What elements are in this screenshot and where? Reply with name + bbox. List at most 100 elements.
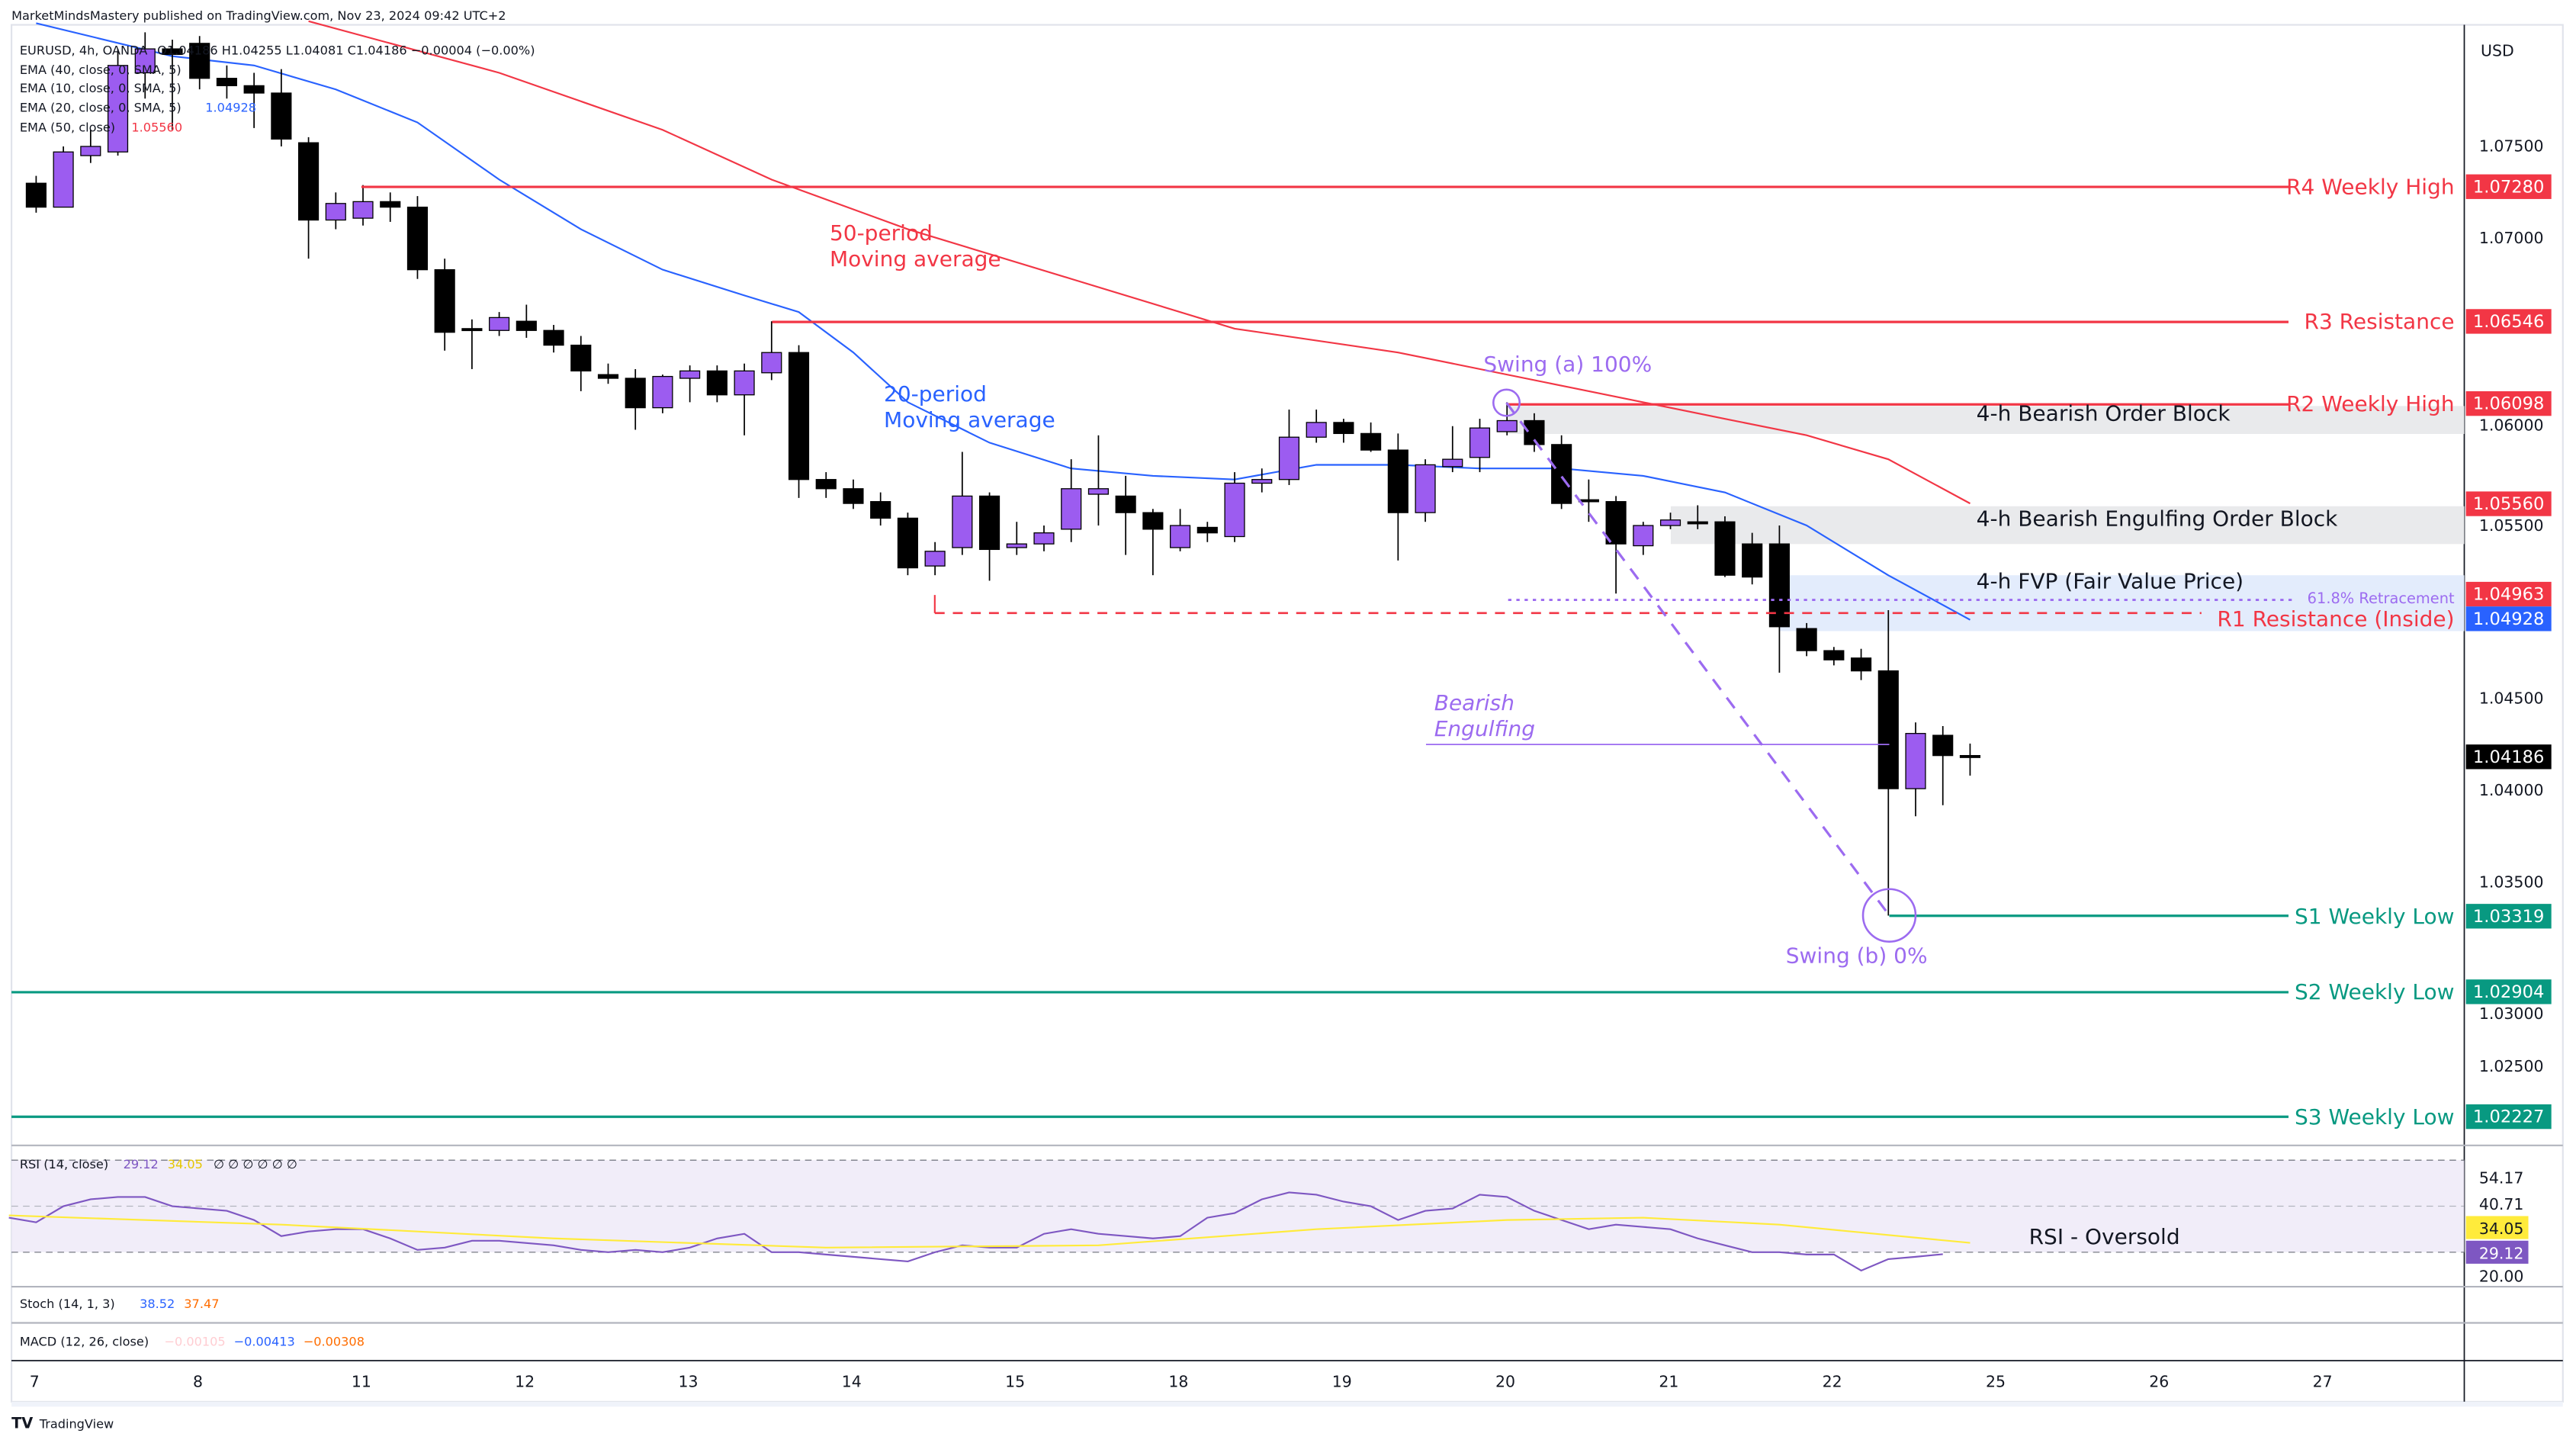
candle-body — [897, 517, 918, 569]
bearish-engulfing-line2: Engulfing — [1434, 716, 1535, 741]
rsi-ma-tag-text: 34.05 — [2479, 1220, 2524, 1238]
candle-body — [1006, 543, 1027, 548]
fvp-zone[interactable] — [1779, 575, 2465, 632]
rsi-axis-label: 20.00 — [2479, 1268, 2524, 1286]
candle-body — [1442, 458, 1463, 468]
candle-body — [325, 203, 346, 221]
price-tag-s3: 1.02227 — [2465, 1104, 2552, 1130]
candle-body — [597, 374, 619, 379]
tradingview-logo[interactable]: TV TradingView — [11, 1414, 114, 1432]
time-axis-label: 8 — [193, 1373, 203, 1391]
price-tag-last: 1.04186 — [2465, 744, 2552, 770]
candle-body — [625, 378, 646, 409]
candle-body — [978, 495, 1001, 551]
candle-body — [1087, 488, 1110, 495]
candle-body — [80, 146, 101, 156]
candle-body — [570, 344, 592, 371]
bearish-engulfing-block-zone[interactable] — [1670, 506, 2465, 545]
time-axis-label: 15 — [1005, 1373, 1025, 1391]
candle-body — [1796, 628, 1817, 651]
candle-body — [761, 352, 782, 374]
stoch-title[interactable]: Stoch (14, 1, 3) — [20, 1297, 115, 1311]
r2-label: R2 Weekly High — [2286, 391, 2455, 416]
candle-body — [216, 78, 238, 87]
chart-legend: EURUSD, 4h, OANDA O1.04186 H1.04255 L1.0… — [20, 43, 535, 134]
candle-body — [734, 370, 755, 396]
r1-label: R1 Resistance (Inside) — [2217, 606, 2454, 632]
price-tag-ma20: 1.04928 — [2465, 606, 2552, 632]
rsi-value: 29.12 — [124, 1157, 159, 1171]
legend-ohlc: O1.04186 H1.04255 L1.04081 C1.04186 −0.0… — [157, 43, 535, 57]
price-axis-label: 1.06000 — [2479, 416, 2544, 435]
engulfing-block-label: 4-h Bearish Engulfing Order Block — [1977, 506, 2338, 532]
legend-ema40[interactable]: EMA (40, close, 0, SMA, 5) — [20, 63, 181, 77]
candle-body — [1578, 499, 1599, 503]
rsi-ma-line[interactable] — [8, 1214, 1971, 1249]
candle-body — [543, 329, 564, 346]
legend-ema10[interactable]: EMA (10, close, 0, SMA, 5) — [20, 81, 181, 95]
price-tag-r2: 1.06098 — [2465, 390, 2552, 416]
candle-body — [243, 85, 265, 94]
s2-label: S2 Weekly Low — [2295, 979, 2455, 1004]
time-axis-label: 25 — [1986, 1373, 2006, 1391]
stoch-k: 38.52 — [140, 1297, 175, 1311]
candle-body — [788, 352, 810, 480]
legend-ema20[interactable]: EMA (20, close, 0, SMA, 5) — [20, 101, 181, 115]
currency-label[interactable]: USD — [2481, 41, 2514, 59]
bearish-order-block-zone[interactable] — [1508, 406, 2465, 434]
candle-body — [1605, 501, 1627, 545]
candle-body — [1959, 754, 1981, 758]
swing-b-circle[interactable] — [1861, 888, 1917, 943]
legend-ema50[interactable]: EMA (50, close) — [20, 121, 115, 135]
time-axis-label: 13 — [678, 1373, 698, 1391]
candle-body — [1905, 733, 1926, 789]
bearish-engulfing-line1: Bearish — [1434, 690, 1514, 715]
ma20-line[interactable] — [36, 22, 1971, 621]
swing-a-circle[interactable] — [1492, 388, 1521, 417]
price-tag-text: 1.04186 — [2473, 747, 2545, 767]
price-tag-ma50: 1.05560 — [2465, 491, 2552, 516]
candle-body — [1742, 543, 1763, 578]
price-tag-s1: 1.03319 — [2465, 904, 2552, 929]
price-axis-label: 1.03000 — [2479, 1004, 2544, 1023]
price-tag-text: 1.02904 — [2473, 982, 2545, 1002]
time-axis-label: 21 — [1659, 1373, 1678, 1391]
tradingview-brand: TradingView — [39, 1416, 114, 1431]
candle-body — [189, 43, 210, 79]
candle-body — [461, 328, 483, 332]
candle-body — [706, 370, 728, 396]
candle-body — [162, 48, 183, 55]
ma50-line[interactable] — [308, 20, 1971, 505]
legend-symbol[interactable]: EURUSD, 4h, OANDA — [20, 43, 147, 57]
candle-body — [1768, 543, 1790, 628]
price-axis-label: 1.04000 — [2479, 781, 2544, 799]
price-tag-text: 1.05560 — [2473, 494, 2545, 514]
retracement-label: 61.8% Retracement — [2308, 590, 2455, 607]
rsi-title[interactable]: RSI (14, close) — [20, 1157, 108, 1171]
time-axis-label: 26 — [2149, 1373, 2169, 1391]
price-axis-label: 1.07000 — [2479, 229, 2544, 247]
candle-body — [1196, 526, 1218, 534]
bottom-strip — [11, 1401, 2563, 1407]
candle-body — [952, 495, 973, 548]
ma50-note-line2: Moving average — [830, 246, 1001, 272]
candle-body — [1469, 427, 1491, 458]
candle-body — [25, 182, 47, 208]
price-tag-text: 1.07280 — [2473, 177, 2545, 197]
candle-body — [1142, 512, 1164, 530]
macd-line: −0.00413 — [234, 1335, 295, 1349]
time-axis-label: 7 — [30, 1373, 40, 1391]
candle-body — [1633, 525, 1654, 547]
swing-fib-line[interactable] — [1505, 402, 1890, 917]
candle-body — [1823, 650, 1845, 660]
s3-label: S3 Weekly Low — [2295, 1104, 2455, 1130]
time-axis-label: 19 — [1332, 1373, 1352, 1391]
candle-body — [489, 317, 510, 331]
candle-body — [434, 268, 455, 333]
rsi-axis-label: 54.17 — [2479, 1168, 2524, 1187]
ma50-note-line1: 50-period — [830, 220, 933, 246]
macd-title[interactable]: MACD (12, 26, close) — [20, 1335, 149, 1349]
price-axis-label: 1.02500 — [2479, 1057, 2544, 1075]
swing-b-label: Swing (b) 0% — [1786, 943, 1928, 969]
